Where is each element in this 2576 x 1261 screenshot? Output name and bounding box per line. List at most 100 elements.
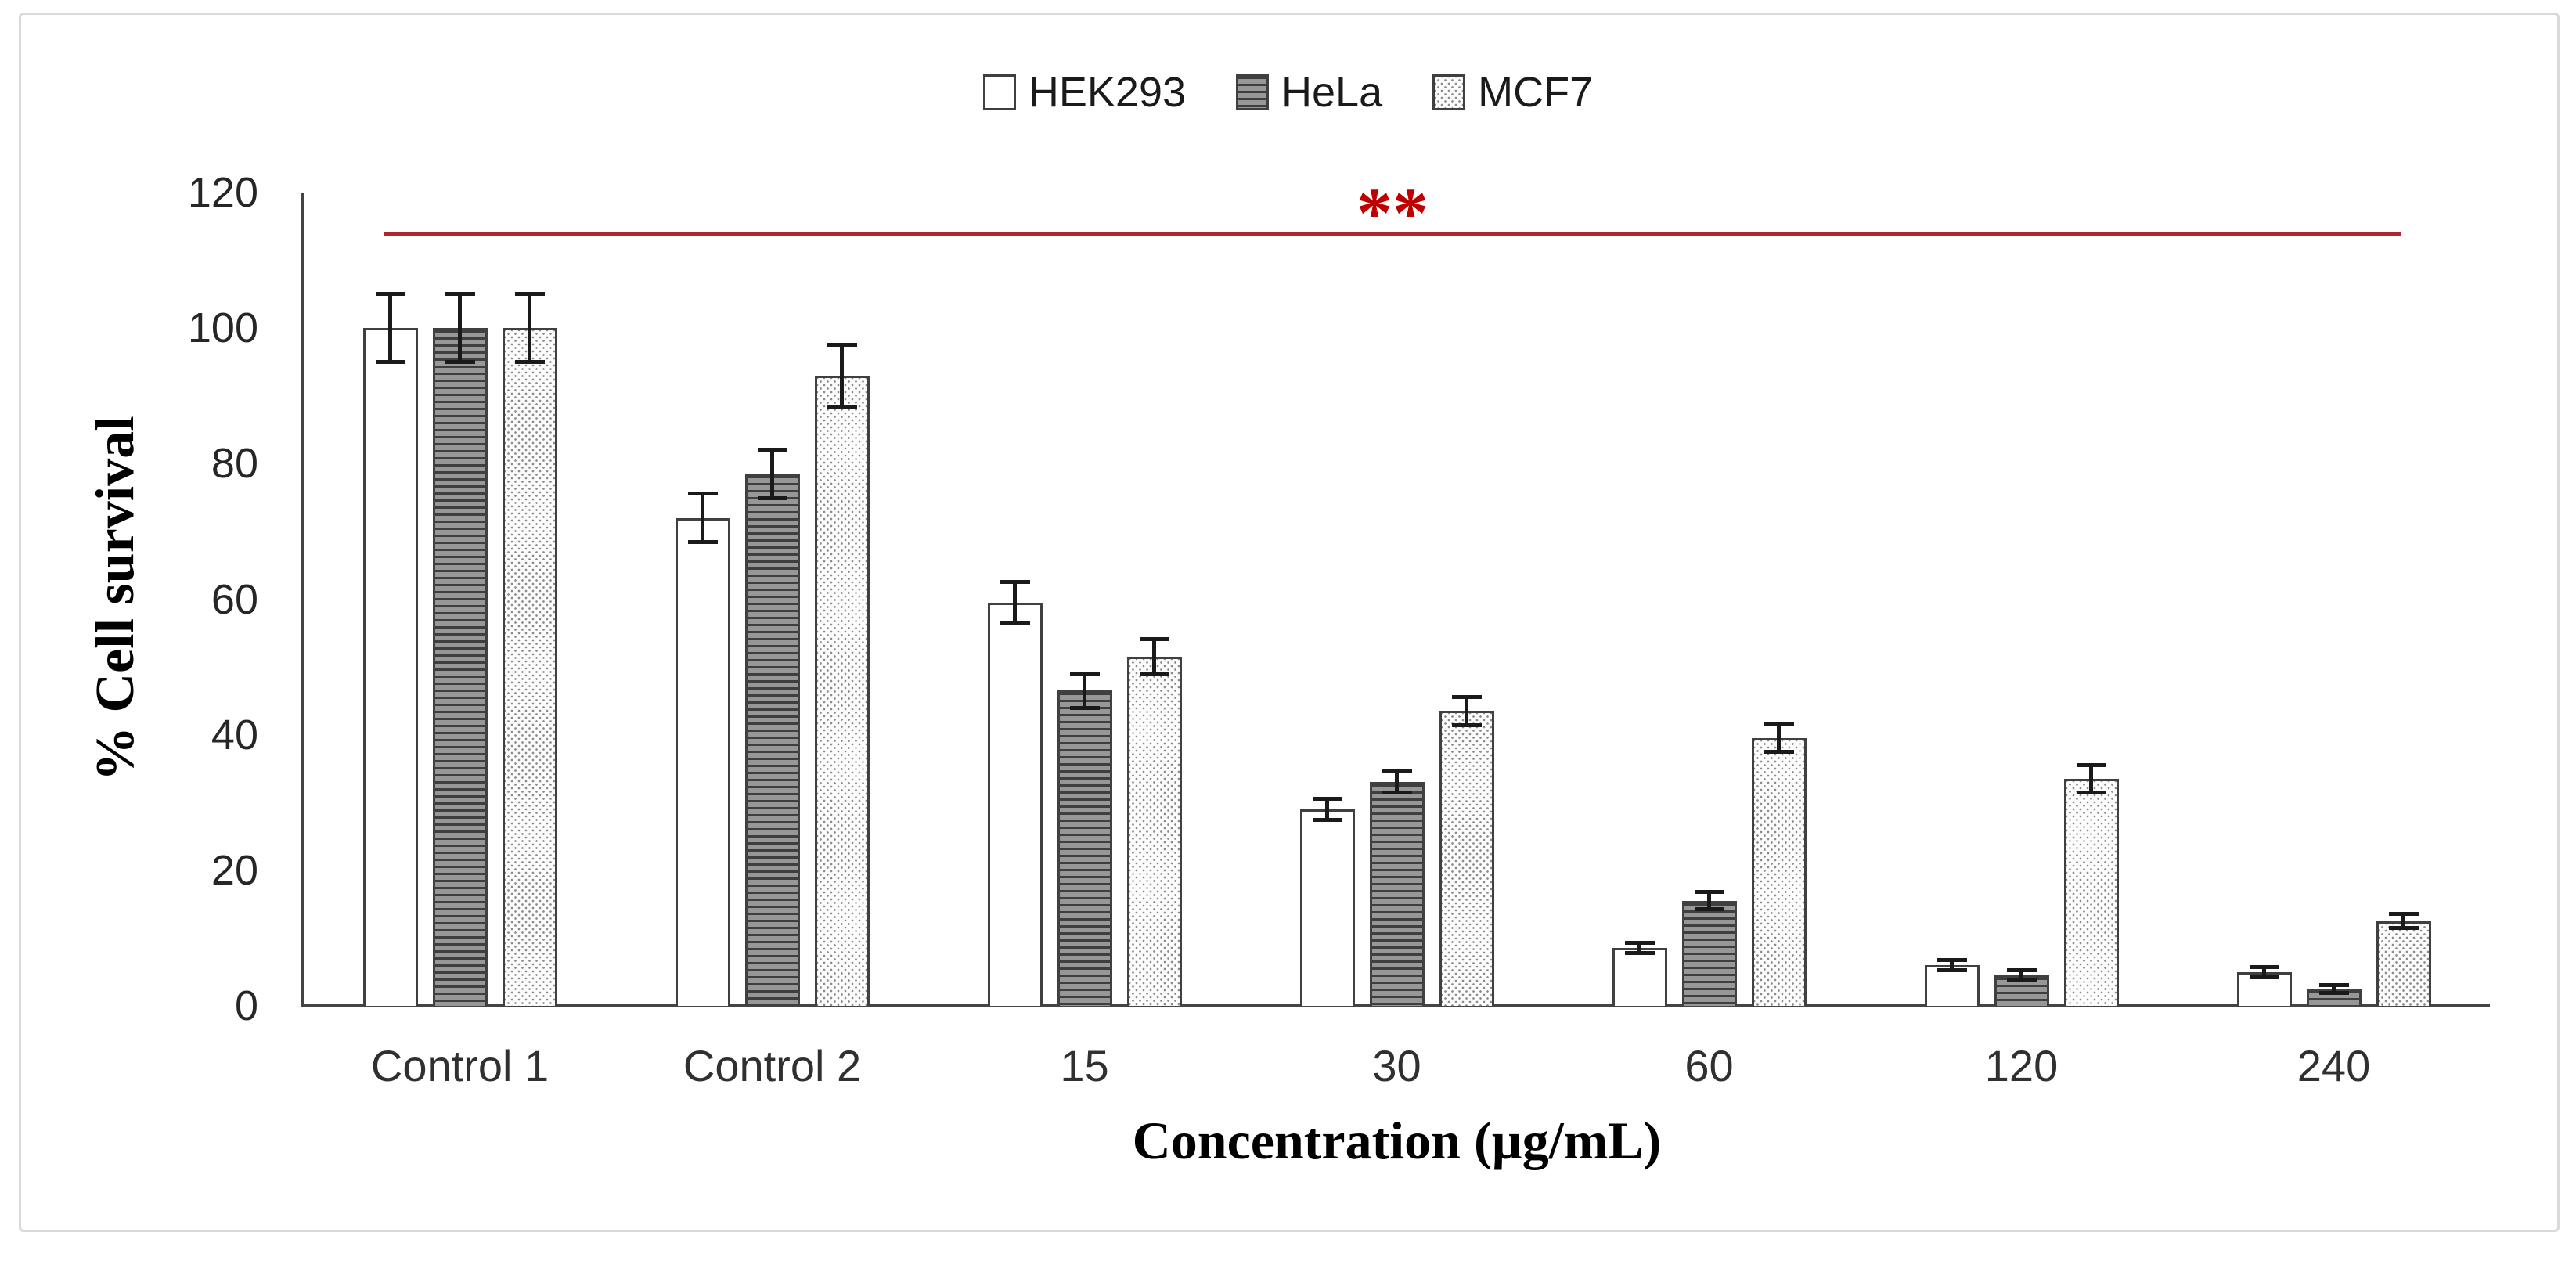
legend-item-mcf7: MCF7 (1432, 71, 1593, 113)
error-bar-cap-bottom (1694, 907, 1724, 912)
error-bar-stem (701, 494, 704, 542)
bar-hela-4 (1681, 900, 1737, 1006)
error-bar-cap-bottom (1937, 968, 1967, 973)
error-bar-stem (2332, 985, 2336, 993)
category-label: 30 (1372, 1041, 1421, 1090)
hek293-swatch-icon (982, 74, 1016, 110)
error-bar-cap-bottom (375, 360, 405, 365)
error-bar-cap-top (1069, 671, 1100, 676)
bar-mcf7-3 (1439, 711, 1494, 1006)
category-label: Control 1 (370, 1041, 549, 1090)
error-bar-stem (388, 294, 392, 362)
bar-hek293-0 (362, 328, 418, 1006)
bar-mcf7-4 (1751, 737, 1807, 1006)
error-bar-cap-bottom (1624, 951, 1655, 956)
error-bar-stem (1152, 640, 1156, 674)
error-bar-stem (1637, 943, 1641, 953)
bar-mcf7-2 (1126, 657, 1182, 1006)
y-tick-label: 20 (211, 846, 258, 894)
legend-label: HeLa (1281, 69, 1383, 116)
error-bar-stem (1083, 673, 1086, 708)
y-tick-label: 120 (187, 169, 258, 216)
hela-swatch-icon (1236, 74, 1270, 110)
bar-mcf7-5 (2063, 778, 2119, 1006)
y-tick-label: 60 (211, 575, 258, 623)
error-bar-cap-bottom (514, 360, 545, 365)
error-bar-stem (1465, 697, 1468, 725)
error-bar-cap-bottom (1451, 722, 1482, 727)
bar-mcf7-0 (502, 328, 557, 1006)
error-bar-cap-bottom (687, 539, 718, 544)
error-bar-stem (1707, 892, 1711, 910)
error-bar-cap-top (445, 291, 475, 296)
error-bar-stem (1325, 798, 1329, 820)
legend-item-hek293: HEK293 (982, 69, 1187, 116)
error-bar-stem (2019, 970, 2023, 981)
error-bar-cap-top (757, 448, 787, 452)
error-bar-cap-top (1382, 769, 1412, 774)
error-bar-cap-bottom (2006, 978, 2037, 983)
error-bar-cap-bottom (1312, 817, 1342, 822)
y-tick-label: 0 (234, 982, 258, 1029)
error-bar-cap-top (2249, 964, 2279, 969)
error-bar-cap-top (2318, 983, 2349, 988)
error-bar-cap-top (2388, 912, 2419, 917)
error-bar-cap-bottom (445, 360, 475, 365)
error-bar-cap-bottom (1764, 750, 1794, 755)
error-bar-cap-top (514, 291, 545, 296)
error-bar-cap-top (1451, 695, 1482, 700)
error-bar-cap-bottom (2318, 990, 2349, 995)
error-bar-cap-bottom (1000, 621, 1030, 625)
bar-hela-2 (1057, 690, 1112, 1006)
bar-mcf7-1 (814, 375, 870, 1006)
bar-hela-1 (744, 474, 800, 1006)
error-bar-stem (2262, 967, 2266, 977)
error-bar-cap-bottom (1382, 791, 1412, 795)
y-axis-line (301, 193, 304, 1007)
error-bar-cap-top (1694, 890, 1724, 895)
error-bar-cap-top (375, 291, 405, 296)
chart-legend: HEK293 HeLa MCF7 (0, 67, 2576, 117)
bar-hek293-1 (675, 517, 730, 1006)
y-tick-label: 80 (211, 440, 258, 488)
error-bar-stem (1013, 582, 1017, 623)
category-label: 60 (1684, 1041, 1734, 1090)
bar-hek293-2 (987, 602, 1043, 1006)
error-bar-cap-top (1937, 957, 1967, 962)
error-bar-stem (1777, 724, 1781, 752)
error-bar-cap-top (827, 342, 857, 347)
error-bar-cap-top (1624, 941, 1655, 946)
error-bar-stem (770, 450, 774, 498)
bar-hela-0 (432, 328, 488, 1006)
error-bar-cap-bottom (2388, 926, 2419, 931)
error-bar-cap-top (1764, 722, 1794, 726)
error-bar-stem (1395, 772, 1399, 793)
error-bar-cap-bottom (757, 495, 787, 500)
mcf7-swatch-icon (1432, 74, 1466, 110)
y-tick-label: 40 (211, 711, 258, 758)
bar-hek293-4 (1612, 948, 1667, 1006)
category-label: Control 2 (683, 1041, 862, 1090)
error-bar-cap-top (2006, 967, 2037, 972)
significance-line (384, 231, 2401, 236)
error-bar-stem (2089, 765, 2093, 793)
error-bar-cap-top (2076, 762, 2106, 767)
x-axis-title: Concentration (µg/mL) (1132, 1111, 1662, 1170)
x-axis-baseline (301, 1004, 2490, 1007)
error-bar-stem (528, 294, 531, 362)
error-bar-cap-bottom (2076, 791, 2106, 795)
legend-label: MCF7 (1478, 69, 1594, 116)
error-bar-cap-bottom (1139, 672, 1169, 676)
error-bar-cap-top (687, 492, 718, 496)
error-bar-cap-top (1312, 796, 1342, 801)
error-bar-cap-top (1139, 637, 1169, 642)
legend-label: HEK293 (1028, 69, 1187, 116)
error-bar-stem (458, 294, 462, 362)
bar-hek293-3 (1299, 809, 1355, 1006)
category-label: 240 (2297, 1041, 2371, 1090)
category-label: 15 (1060, 1041, 1109, 1090)
error-bar-stem (2401, 914, 2405, 928)
category-label: 120 (1984, 1041, 2059, 1090)
significance-stars: ** (1356, 172, 1429, 253)
